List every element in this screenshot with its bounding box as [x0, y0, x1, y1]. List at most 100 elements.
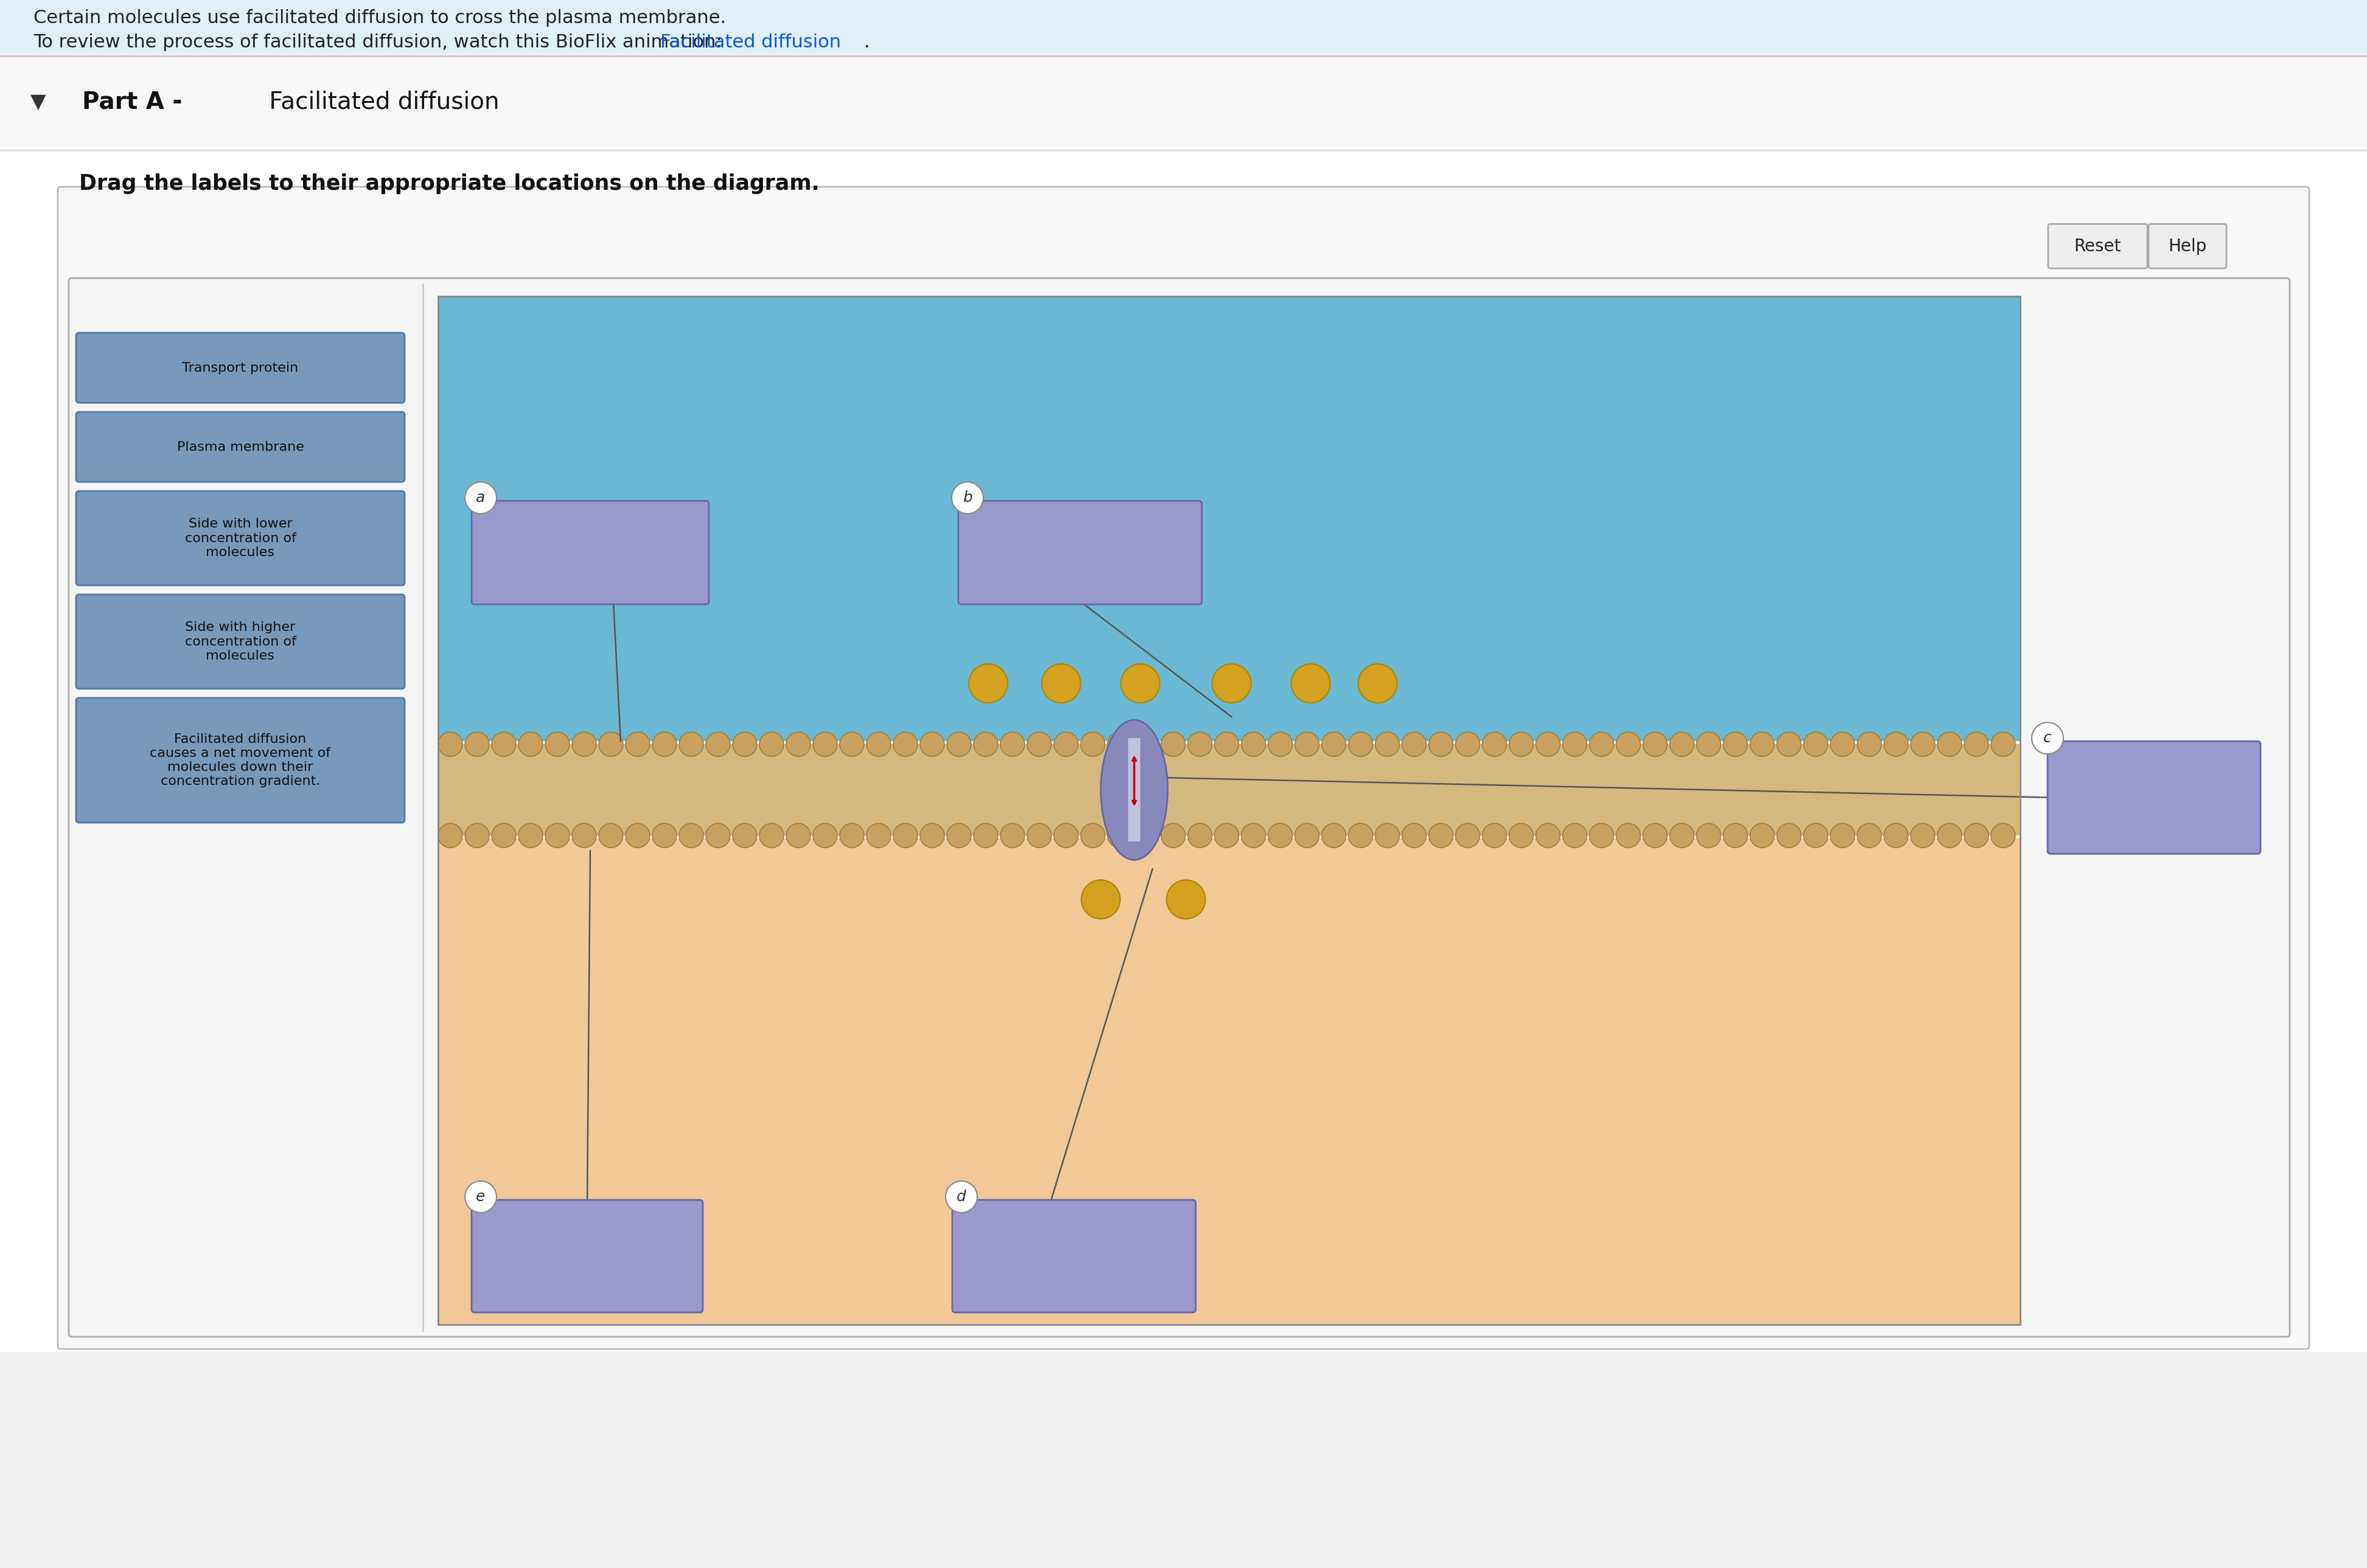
Circle shape [892, 823, 918, 848]
FancyBboxPatch shape [76, 594, 405, 688]
Text: e: e [476, 1190, 485, 1204]
Circle shape [464, 1181, 497, 1212]
Circle shape [1936, 823, 1962, 848]
Circle shape [1482, 732, 1505, 756]
Circle shape [464, 823, 490, 848]
Circle shape [1359, 663, 1397, 702]
Circle shape [1079, 732, 1105, 756]
Circle shape [679, 823, 703, 848]
Circle shape [625, 823, 649, 848]
FancyBboxPatch shape [0, 151, 2367, 1352]
FancyBboxPatch shape [57, 187, 2308, 1348]
Text: Side with lower
concentration of
molecules: Side with lower concentration of molecul… [185, 517, 296, 558]
Circle shape [544, 732, 570, 756]
Circle shape [1053, 823, 1077, 848]
Ellipse shape [1101, 720, 1167, 859]
Text: Facilitated diffusion
causes a net movement of
molecules down their
concentratio: Facilitated diffusion causes a net movem… [149, 732, 331, 787]
Circle shape [973, 732, 997, 756]
Text: Plasma membrane: Plasma membrane [178, 441, 303, 453]
Circle shape [1214, 732, 1238, 756]
Circle shape [1321, 823, 1344, 848]
Circle shape [1456, 823, 1479, 848]
Circle shape [1910, 823, 1934, 848]
Circle shape [1669, 823, 1692, 848]
Circle shape [1321, 732, 1344, 756]
Circle shape [1295, 823, 1318, 848]
Circle shape [973, 823, 997, 848]
Circle shape [1775, 732, 1801, 756]
Circle shape [705, 823, 729, 848]
Circle shape [1160, 732, 1186, 756]
Circle shape [947, 732, 970, 756]
Circle shape [1188, 732, 1212, 756]
FancyBboxPatch shape [0, 56, 2367, 151]
FancyBboxPatch shape [76, 412, 405, 481]
Circle shape [1001, 823, 1025, 848]
Circle shape [1617, 823, 1640, 848]
Circle shape [1884, 732, 1908, 756]
FancyBboxPatch shape [76, 698, 405, 823]
FancyBboxPatch shape [76, 332, 405, 403]
Circle shape [921, 732, 944, 756]
Circle shape [840, 823, 864, 848]
FancyBboxPatch shape [2047, 742, 2260, 855]
Circle shape [653, 823, 677, 848]
Circle shape [1349, 732, 1373, 756]
FancyBboxPatch shape [76, 491, 405, 585]
Circle shape [1965, 732, 1988, 756]
Circle shape [1134, 732, 1157, 756]
Circle shape [1427, 823, 1453, 848]
Text: Reset: Reset [2073, 238, 2121, 256]
Circle shape [1562, 732, 1586, 756]
Circle shape [1562, 823, 1586, 848]
Circle shape [573, 823, 596, 848]
FancyBboxPatch shape [2047, 224, 2147, 268]
Circle shape [1588, 732, 1614, 756]
Circle shape [1991, 823, 2014, 848]
Text: c: c [2043, 731, 2052, 745]
Circle shape [760, 823, 783, 848]
Circle shape [1134, 823, 1157, 848]
Circle shape [1349, 823, 1373, 848]
Circle shape [786, 823, 810, 848]
Circle shape [1001, 732, 1025, 756]
Circle shape [1160, 823, 1186, 848]
Circle shape [1749, 732, 1773, 756]
Circle shape [1120, 663, 1160, 702]
Text: Side with higher
concentration of
molecules: Side with higher concentration of molecu… [185, 621, 296, 662]
Circle shape [1375, 732, 1399, 756]
Circle shape [1669, 732, 1692, 756]
Circle shape [1697, 823, 1721, 848]
Circle shape [1723, 732, 1747, 756]
FancyBboxPatch shape [438, 839, 2019, 1325]
Circle shape [892, 732, 918, 756]
Circle shape [438, 823, 462, 848]
Circle shape [1588, 823, 1614, 848]
Circle shape [1041, 663, 1079, 702]
Circle shape [1027, 732, 1051, 756]
Text: To review the process of facilitated diffusion, watch this BioFlix animation:: To review the process of facilitated dif… [33, 33, 727, 50]
Circle shape [947, 823, 970, 848]
Circle shape [1830, 732, 1853, 756]
Circle shape [1830, 823, 1853, 848]
Circle shape [573, 732, 596, 756]
Circle shape [1856, 732, 1882, 756]
Circle shape [599, 732, 623, 756]
Circle shape [866, 732, 890, 756]
Text: Transport protein: Transport protein [182, 362, 298, 373]
Circle shape [492, 732, 516, 756]
Circle shape [1375, 823, 1399, 848]
Circle shape [866, 823, 890, 848]
Circle shape [731, 823, 757, 848]
Circle shape [1027, 823, 1051, 848]
Circle shape [1508, 823, 1534, 848]
Circle shape [1167, 880, 1205, 919]
Circle shape [518, 732, 542, 756]
Circle shape [952, 481, 982, 514]
Circle shape [1508, 732, 1534, 756]
Circle shape [544, 823, 570, 848]
Circle shape [1804, 732, 1827, 756]
Circle shape [438, 732, 462, 756]
Circle shape [1108, 732, 1131, 756]
Circle shape [731, 732, 757, 756]
